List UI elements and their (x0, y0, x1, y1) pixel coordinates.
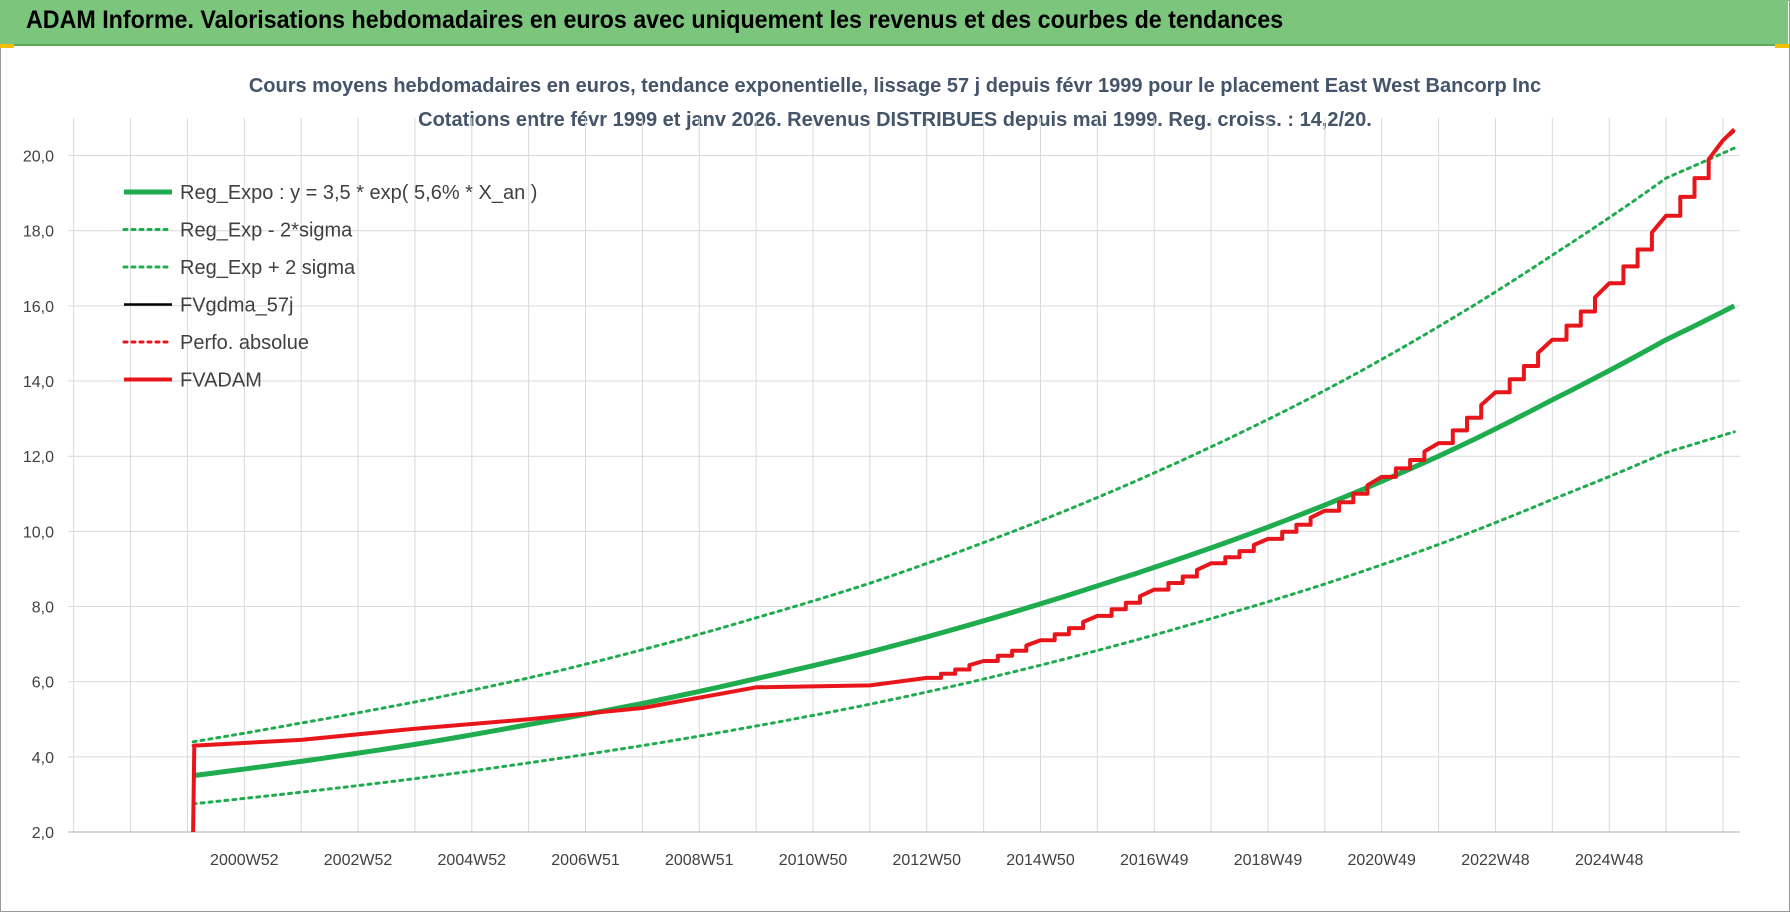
chart-subtitle: Cotations entre févr 1999 et janv 2026. … (418, 109, 1372, 131)
series-line-reg-exp-2-sigma (191, 430, 1736, 806)
y-tick-label: 14,0 (23, 374, 54, 391)
series-line-fvgdma-57j (193, 130, 1736, 747)
report-title: ADAM Informe. Valorisations hebdomadaire… (26, 6, 1284, 34)
legend-label: FVADAM (180, 370, 262, 392)
x-tick-label: 2020W49 (1347, 852, 1416, 869)
legend: Reg_Expo : y = 3,5 * exp( 5,6% * X_an ) R… (122, 182, 537, 392)
legend-label: Reg_Exp - 2*sigma (180, 220, 353, 242)
corner-marker-left (0, 44, 14, 48)
y-tick-label: 12,0 (23, 449, 54, 466)
y-tick-label: 18,0 (23, 224, 54, 241)
chart-title: Cours moyens hebdomadaires en euros, ten… (249, 75, 1541, 97)
y-tick-label: 10,0 (23, 524, 54, 541)
series-layer (191, 127, 1736, 833)
y-tick-label: 6,0 (32, 675, 54, 692)
report-header: ADAM Informe. Valorisations hebdomadaire… (0, 0, 1788, 46)
x-tick-label: 2008W51 (665, 852, 734, 869)
x-tick-label: 2018W49 (1234, 852, 1303, 869)
x-tick-label: 2014W50 (1006, 852, 1075, 869)
series-line-reg-exp-2-sigma (191, 146, 1736, 744)
series-line-perfo-absolue (191, 129, 1736, 748)
x-tick-label: 2010W50 (779, 852, 848, 869)
x-tick-label: 2002W52 (324, 852, 393, 869)
legend-label: Perfo. absolue (180, 332, 309, 354)
axis-layer: 2,0 4,0 6,0 8,0 10,0 12,0 14,0 16,0 18,0 20,0 2000… (23, 149, 1740, 869)
y-tick-label: 16,0 (23, 299, 54, 316)
legend-label: FVgdma_57j (180, 295, 293, 317)
x-tick-label: 2000W52 (210, 852, 279, 869)
corner-marker-right (1775, 44, 1789, 48)
y-tick-label: 20,0 (23, 149, 54, 166)
x-tick-label: 2022W48 (1461, 852, 1530, 869)
x-tick-label: 2016W49 (1120, 852, 1189, 869)
x-tick-label: 2024W48 (1575, 852, 1644, 869)
y-tick-label: 2,0 (32, 825, 54, 842)
y-tick-label: 4,0 (32, 750, 54, 767)
x-tick-label: 2006W51 (551, 852, 620, 869)
x-tick-label: 2012W50 (892, 852, 961, 869)
legend-label: Reg_Exp + 2 sigma (180, 257, 356, 279)
y-tick-label: 8,0 (32, 600, 54, 617)
series-line-reg-expo-y-3-5-exp-5-6-x-an (192, 303, 1736, 779)
x-tick-label: 2004W52 (438, 852, 507, 869)
legend-label: Reg_Expo : y = 3,5 * exp( 5,6% * X_an ) (180, 182, 537, 204)
